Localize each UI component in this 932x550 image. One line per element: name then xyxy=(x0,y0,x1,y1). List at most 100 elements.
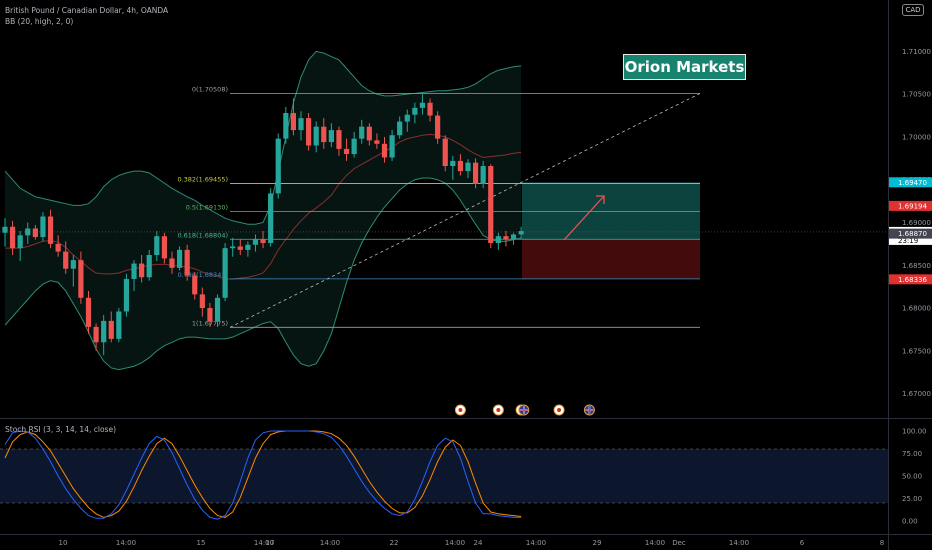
candle-body xyxy=(32,228,38,238)
candle-body xyxy=(237,246,243,250)
time-tick-label: 14:00 xyxy=(254,539,274,547)
candle-body xyxy=(184,249,190,276)
time-tick-label: 17 xyxy=(266,539,275,547)
price-tick-label: 1.71000 xyxy=(902,48,931,56)
candle-body xyxy=(503,236,509,240)
candle-body xyxy=(199,294,205,309)
candle-body xyxy=(131,263,137,279)
fib-level-label: 0.786(1.68341) xyxy=(177,271,228,279)
candle-body xyxy=(25,228,31,236)
bollinger-lower-line xyxy=(4,177,522,371)
stoch-tick-label: 75.00 xyxy=(902,450,922,458)
time-tick-label: 22 xyxy=(390,539,399,547)
stoch-k-line xyxy=(4,430,522,520)
candle-body xyxy=(290,112,297,131)
time-tick-label: Dec xyxy=(672,539,686,547)
bollinger-upper-line xyxy=(4,50,522,225)
time-tick-label: 29 xyxy=(593,539,602,547)
price-label-countdown: 23:19 xyxy=(898,237,918,245)
candle-body xyxy=(518,231,524,235)
candle-body xyxy=(412,107,418,115)
price-label: 1.68870 xyxy=(898,230,927,238)
candle-body xyxy=(366,126,372,141)
candle-body xyxy=(55,243,61,252)
candle-body xyxy=(40,216,46,238)
candle-body xyxy=(321,126,327,143)
time-tick-label: 14:00 xyxy=(445,539,465,547)
stoch-tick-label: 100.00 xyxy=(902,428,927,436)
candle-body xyxy=(2,226,8,233)
candle-body xyxy=(222,248,228,298)
candle-body xyxy=(47,216,54,244)
price-tick-label: 1.70500 xyxy=(902,91,931,99)
price-tick-label: 1.70000 xyxy=(902,133,931,141)
brand-label: Orion Markets xyxy=(623,54,746,80)
price-label-box xyxy=(889,228,932,239)
bollinger-label: BB (20, high, 2, 0) xyxy=(5,17,74,26)
time-tick-label: 14:00 xyxy=(116,539,136,547)
candle-body xyxy=(313,126,319,146)
candle-body xyxy=(336,130,342,149)
candle-body xyxy=(495,236,501,244)
candle-body xyxy=(9,226,16,249)
fib-level-label: 0.618(1.68804) xyxy=(177,231,228,239)
candle-body xyxy=(116,311,122,339)
candle-body xyxy=(480,166,486,184)
candle-body xyxy=(70,260,76,269)
fib-level-label: 0.382(1.69455) xyxy=(177,176,228,184)
candle-body xyxy=(17,235,23,249)
price-label-box xyxy=(889,274,932,285)
forecast-arrow xyxy=(563,195,605,241)
price-tick-label: 1.67500 xyxy=(902,347,931,355)
candle-body xyxy=(298,118,304,131)
uk-flag-icon xyxy=(518,404,530,416)
candle-body xyxy=(381,143,388,158)
stoch-d-line xyxy=(4,430,522,518)
candle-body xyxy=(252,239,259,245)
candle-body xyxy=(146,255,152,278)
candle-body xyxy=(123,278,130,312)
time-tick-label: 14:00 xyxy=(729,539,749,547)
canada-flag-icon xyxy=(553,404,565,416)
candle-body xyxy=(465,162,471,172)
candle-body xyxy=(389,135,395,158)
candle-body xyxy=(328,130,334,143)
price-label: 1.69194 xyxy=(898,202,927,210)
candle-body xyxy=(245,244,251,250)
price-tick-label: 1.68500 xyxy=(902,262,931,270)
candle-body xyxy=(306,118,312,146)
candle-body xyxy=(359,126,365,139)
candle-body xyxy=(139,263,145,278)
candle-body xyxy=(404,114,410,122)
candle-body xyxy=(78,260,84,298)
candle-body xyxy=(63,251,69,269)
price-tick-label: 1.68000 xyxy=(902,305,931,313)
candle-body xyxy=(472,162,479,184)
time-tick-label: 15 xyxy=(197,539,206,547)
candle-body xyxy=(214,297,221,322)
canada-flag-icon xyxy=(454,404,466,416)
time-tick-label: 6 xyxy=(800,539,805,547)
candle-body xyxy=(419,102,426,108)
candle-body xyxy=(275,138,281,194)
candle-body xyxy=(230,246,236,249)
forecast-arrow-head xyxy=(596,195,605,204)
stoch-tick-label: 0.00 xyxy=(902,518,918,526)
fib-level-label: 0(1.70508) xyxy=(192,85,228,93)
price-label: 1.68336 xyxy=(898,276,927,284)
candle-body xyxy=(169,258,175,268)
canada-flag-icon xyxy=(492,404,504,416)
candle-body xyxy=(283,112,289,139)
position-target-zone xyxy=(522,182,700,240)
price-label-box xyxy=(889,177,932,188)
candle-body xyxy=(435,115,441,139)
stoch-tick-label: 25.00 xyxy=(902,495,922,503)
candle-body xyxy=(351,138,357,155)
fib-level-label: 0.5(1.69130) xyxy=(186,203,228,211)
price-tick-label: 1.67000 xyxy=(902,390,931,398)
candle-body xyxy=(108,320,114,339)
currency-badge[interactable]: CAD xyxy=(902,4,924,16)
candle-body xyxy=(192,275,198,295)
